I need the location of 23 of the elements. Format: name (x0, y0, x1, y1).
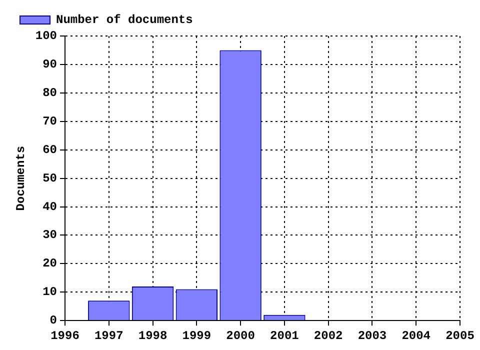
x-tick-label: 2003 (358, 328, 387, 343)
x-tick-label: 2005 (446, 328, 474, 343)
y-tick-label: 20 (42, 256, 58, 271)
y-tick-label: 70 (42, 114, 58, 128)
x-tick-label: 1997 (94, 328, 124, 343)
x-tick-label: 2002 (314, 328, 343, 343)
y-tick-label: 80 (42, 86, 58, 100)
x-tick-label: 1999 (182, 328, 212, 343)
y-tick-label: 30 (42, 228, 58, 242)
y-tick-label: 40 (42, 200, 58, 214)
x-tick-label: 1996 (50, 328, 80, 343)
y-tick-label: 90 (42, 57, 58, 72)
y-tick-label: 50 (42, 171, 58, 186)
x-tick-label: 2000 (226, 328, 255, 343)
y-axis-title: Documents (14, 146, 28, 211)
legend-label: Number of documents (56, 13, 193, 28)
y-tick-label: 100 (35, 29, 58, 44)
y-tick-label: 0 (50, 314, 58, 328)
y-tick-label: 10 (42, 285, 58, 300)
x-tick-label: 2001 (270, 328, 299, 343)
y-tick-label: 60 (42, 142, 58, 157)
x-tick-label: 1998 (138, 328, 168, 343)
x-tick-label: 2004 (402, 328, 431, 343)
